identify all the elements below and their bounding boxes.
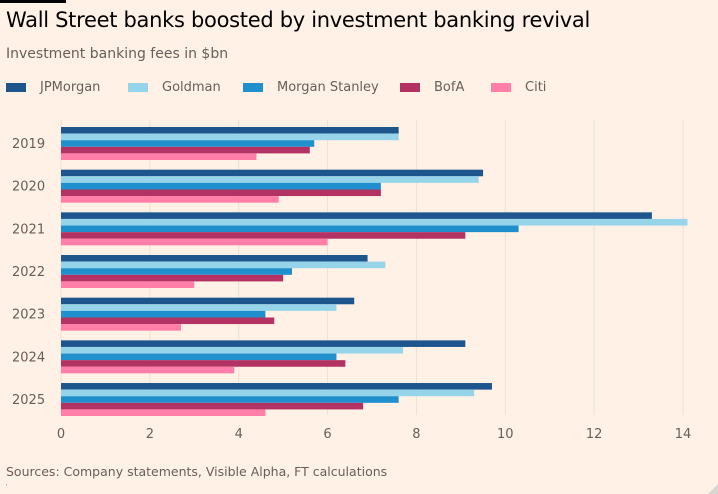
bar-jpmorgan-2024 <box>61 340 466 347</box>
bar-goldman-2025 <box>61 389 475 397</box>
bar-citi-2020 <box>61 196 279 203</box>
bar-morgan-stanley-2021 <box>61 225 519 233</box>
source-note: Sources: Company statements, Visible Alp… <box>6 464 388 479</box>
legend-item-bofa: BofA <box>400 78 464 96</box>
legend-label: JPMorgan <box>40 79 101 95</box>
bar-citi-2023 <box>61 324 181 331</box>
bar-morgan-stanley-2024 <box>61 353 337 361</box>
legend-swatch <box>491 82 511 92</box>
bar-jpmorgan-2023 <box>61 297 355 305</box>
bar-morgan-stanley-2022 <box>61 268 293 275</box>
bar-citi-2025 <box>61 409 266 417</box>
bar-jpmorgan-2020 <box>61 169 484 177</box>
bar-bofa-2020 <box>61 189 381 197</box>
x-axis-labels: 0 2 4 6 8 10 12 14 <box>57 427 691 442</box>
bar-morgan-stanley-2023 <box>61 310 266 318</box>
bar-bofa-2023 <box>61 317 275 325</box>
bar-morgan-stanley-2020 <box>61 182 381 190</box>
bar-bofa-2024 <box>61 360 346 367</box>
legend-item-morgan-stanley: Morgan Stanley <box>243 78 379 96</box>
x-tick-label: 14 <box>675 427 692 442</box>
page-curl-icon <box>708 484 718 494</box>
year-label: 2020 <box>12 180 45 195</box>
bar-goldman-2020 <box>61 176 479 183</box>
legend-label: Citi <box>525 79 547 95</box>
legend-label: Morgan Stanley <box>277 79 379 95</box>
x-tick-label: 2 <box>146 427 154 442</box>
bar-morgan-stanley-2025 <box>61 396 399 403</box>
chart-title: Wall Street banks boosted by investment … <box>6 8 591 32</box>
year-label: 2023 <box>12 308 45 323</box>
bar-citi-2021 <box>61 238 328 246</box>
bar-jpmorgan-2022 <box>61 255 368 262</box>
year-labels: 2019 2020 2021 2022 2023 2024 2025 <box>12 137 45 408</box>
legend: JPMorgan Goldman Morgan Stanley BofA Cit… <box>0 78 718 96</box>
legend-item-jpmorgan: JPMorgan <box>6 78 100 96</box>
bar-bofa-2022 <box>61 274 284 282</box>
x-tick-label: 10 <box>497 427 514 442</box>
x-tick-label: 6 <box>323 427 331 442</box>
bar-goldman-2024 <box>61 346 404 354</box>
bar-citi-2024 <box>61 366 235 374</box>
bar-goldman-2021 <box>61 218 688 226</box>
x-tick-label: 4 <box>235 427 243 442</box>
bar-jpmorgan-2025 <box>61 383 492 390</box>
legend-item-citi: Citi <box>491 78 546 96</box>
year-label: 2022 <box>12 265 45 280</box>
bar-morgan-stanley-2019 <box>61 140 315 147</box>
bar-citi-2022 <box>61 281 195 289</box>
legend-swatch <box>128 82 148 92</box>
bar-goldman-2023 <box>61 304 337 311</box>
legend-swatch <box>243 82 263 92</box>
legend-label: Goldman <box>162 79 221 95</box>
bar-chart: 2019 2020 2021 2022 2023 2024 2025 0 2 4 6 8 10 12 14 <box>12 120 691 442</box>
chart-subtitle: Investment banking fees in $bn <box>6 46 229 62</box>
x-tick-label: 0 <box>57 427 65 442</box>
footnote-mark <box>6 484 7 486</box>
year-label: 2019 <box>12 137 45 152</box>
year-label: 2025 <box>12 393 45 408</box>
x-tick-label: 12 <box>586 427 603 442</box>
bar-bofa-2021 <box>61 232 466 239</box>
bars <box>61 127 688 417</box>
legend-item-goldman: Goldman <box>128 78 221 96</box>
x-tick-label: 8 <box>412 427 420 442</box>
bar-bofa-2019 <box>61 146 310 154</box>
bar-goldman-2022 <box>61 261 386 269</box>
legend-label: BofA <box>434 79 465 95</box>
legend-swatch <box>400 82 420 92</box>
year-label: 2021 <box>12 222 45 237</box>
brand-top-bar <box>0 0 66 3</box>
bar-bofa-2025 <box>61 402 364 410</box>
year-label: 2024 <box>12 350 45 365</box>
bar-citi-2019 <box>61 153 257 160</box>
bar-jpmorgan-2019 <box>61 127 399 134</box>
bar-jpmorgan-2021 <box>61 212 652 219</box>
bar-goldman-2019 <box>61 133 399 141</box>
legend-swatch <box>6 82 26 92</box>
